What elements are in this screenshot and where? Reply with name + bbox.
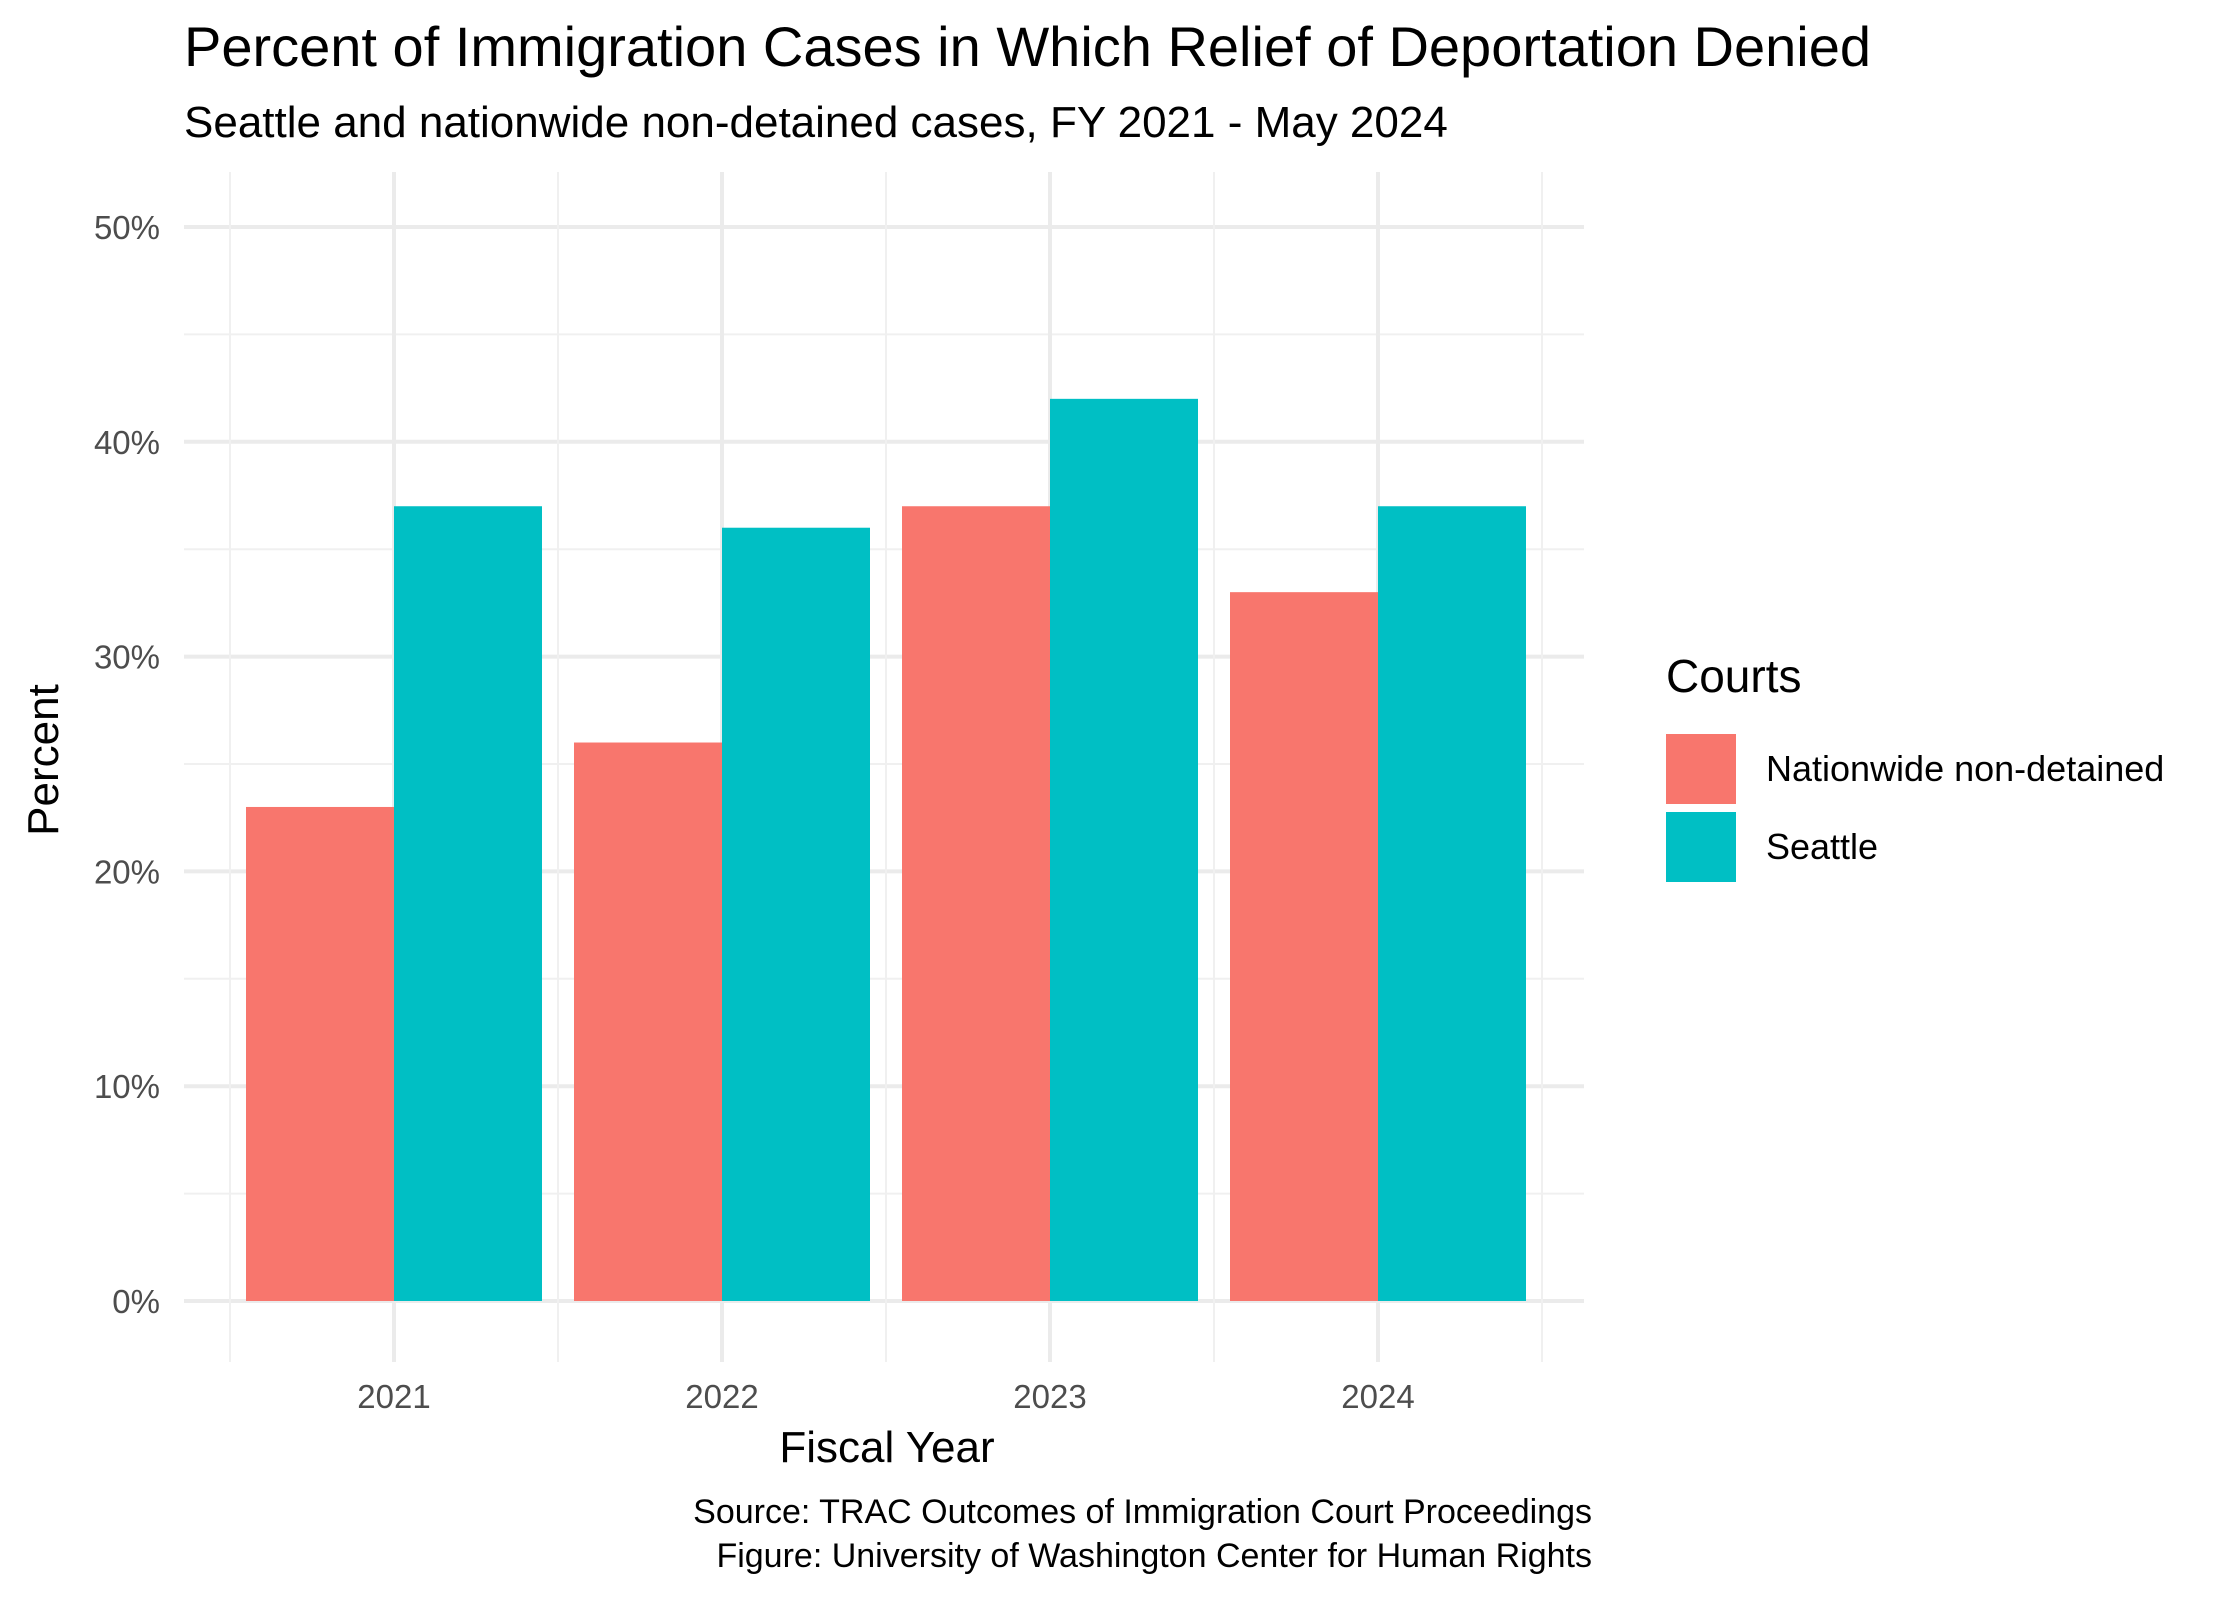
y-tick-label: 10% xyxy=(94,1068,160,1105)
bar-nationwide-non-detained-2024 xyxy=(1230,592,1378,1301)
legend-swatch-seattle xyxy=(1666,812,1736,882)
x-tick-label: 2022 xyxy=(685,1378,758,1415)
x-tick-label: 2021 xyxy=(357,1378,430,1415)
x-axis-title: Fiscal Year xyxy=(779,1423,994,1472)
bar-nationwide-non-detained-2022 xyxy=(574,742,722,1301)
x-tick-label: 2024 xyxy=(1341,1378,1414,1415)
y-tick-label: 0% xyxy=(112,1283,160,1320)
y-tick-label: 40% xyxy=(94,424,160,461)
chart-subtitle: Seattle and nationwide non-detained case… xyxy=(184,98,1448,147)
x-tick-label: 2023 xyxy=(1013,1378,1086,1415)
y-tick-label: 30% xyxy=(94,639,160,676)
bar-seattle-2024 xyxy=(1378,506,1526,1301)
chart-title: Percent of Immigration Cases in Which Re… xyxy=(184,15,1871,78)
caption: Source: TRAC Outcomes of Immigration Cou… xyxy=(693,1490,1592,1578)
legend-swatch-nationwide xyxy=(1666,734,1736,804)
bar-seattle-2022 xyxy=(722,527,870,1301)
bar-nationwide-non-detained-2023 xyxy=(902,506,1050,1301)
legend-title: Courts xyxy=(1666,650,1802,702)
bar-nationwide-non-detained-2021 xyxy=(246,806,394,1301)
legend: Courts Nationwide non-detained Seattle xyxy=(1666,648,2164,886)
x-tick-labels: 2021 2022 2023 2024 xyxy=(357,1378,1414,1415)
bar-seattle-2021 xyxy=(394,506,542,1301)
legend-label-nationwide: Nationwide non-detained xyxy=(1766,748,2165,789)
legend-item-nationwide: Nationwide non-detained xyxy=(1666,730,2164,808)
y-tick-labels: 0% 10% 20% 30% 40% 50% xyxy=(94,209,160,1320)
legend-label-seattle: Seattle xyxy=(1766,826,1879,867)
y-axis-title: Percent xyxy=(19,684,68,836)
caption-source: Source: TRAC Outcomes of Immigration Cou… xyxy=(693,1493,1592,1531)
caption-figure: Figure: University of Washington Center … xyxy=(716,1537,1592,1575)
y-tick-label: 50% xyxy=(94,209,160,246)
bar-seattle-2023 xyxy=(1050,398,1198,1302)
y-tick-label: 20% xyxy=(94,853,160,890)
bars xyxy=(246,398,1526,1302)
legend-item-seattle: Seattle xyxy=(1666,808,2164,886)
